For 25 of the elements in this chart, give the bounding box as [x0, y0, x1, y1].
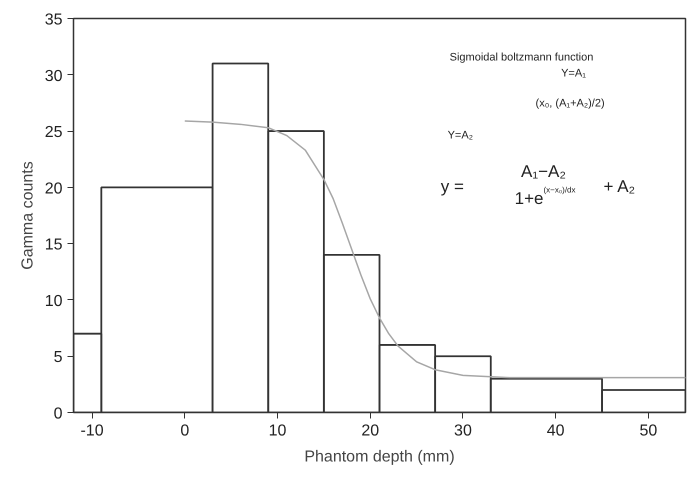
- line-series: [184, 120, 686, 378]
- x-tick-label: -10: [80, 422, 104, 440]
- y-tick-label: 25: [44, 124, 63, 142]
- annotation: + A₂: [603, 176, 636, 196]
- y-tick-label: 0: [54, 406, 63, 422]
- annotation: Sigmoidal boltzmann function: [450, 52, 594, 64]
- annotation: Y=A₂: [448, 130, 473, 142]
- x-tick-label: 10: [268, 422, 286, 440]
- y-tick-label: 5: [54, 349, 63, 366]
- y-tick-label: 15: [44, 236, 63, 254]
- annotation: A₁−A₂: [521, 162, 566, 181]
- annotation: (x₀, (A₁+A₂)/2): [536, 98, 605, 110]
- x-tick-label: 0: [180, 422, 190, 440]
- x-axis-title: Phantom depth (mm): [304, 448, 455, 466]
- y-tick-label: 10: [44, 292, 63, 310]
- y-tick-label: 30: [44, 68, 63, 85]
- x-tick-label: 30: [454, 422, 472, 440]
- y-axis-title: Gamma counts: [20, 161, 37, 270]
- x-tick-label: 40: [546, 422, 565, 440]
- x-tick-label: 50: [640, 422, 658, 440]
- x-tick-label: 20: [361, 422, 380, 440]
- y-tick-label: 35: [44, 12, 63, 28]
- annotation: Y=A₁: [561, 68, 586, 80]
- y-tick-label: 20: [44, 180, 63, 198]
- annotation: y =: [440, 176, 464, 196]
